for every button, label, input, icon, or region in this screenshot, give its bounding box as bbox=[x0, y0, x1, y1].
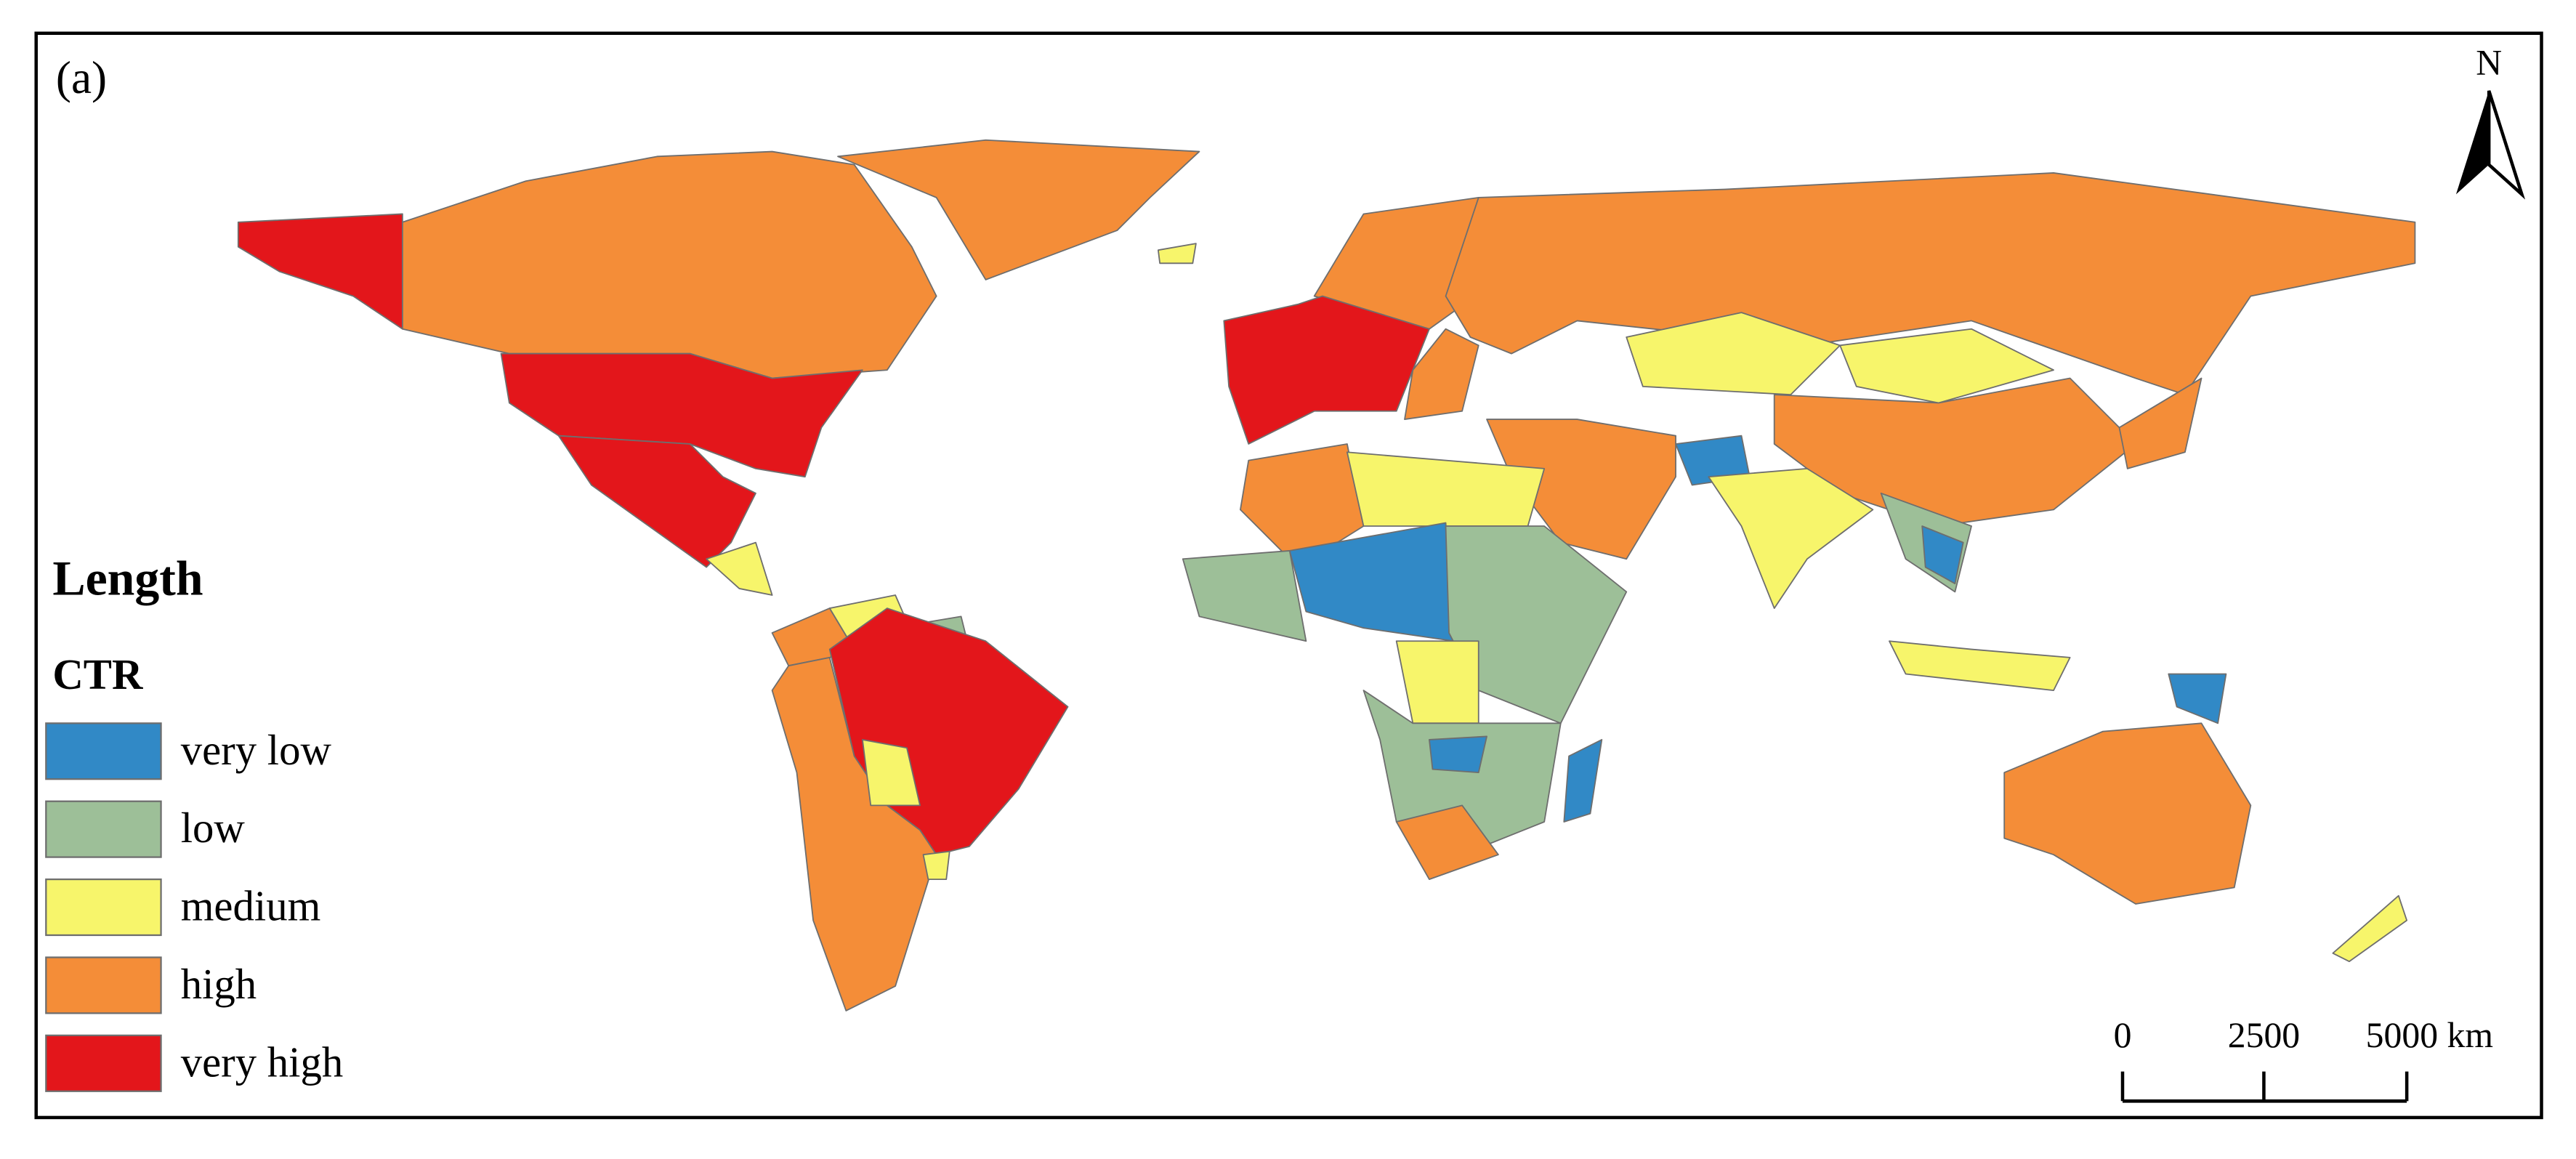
legend-label: very high bbox=[181, 1038, 344, 1086]
legend-swatch bbox=[45, 1034, 162, 1092]
country bbox=[862, 739, 921, 807]
countries bbox=[237, 139, 2416, 1011]
legend-swatch bbox=[45, 722, 162, 780]
legend-label: very low bbox=[181, 727, 332, 774]
country bbox=[1404, 328, 1479, 420]
scale-label: 5000 km bbox=[2366, 1015, 2493, 1055]
country bbox=[1626, 312, 1841, 396]
country bbox=[837, 139, 1200, 280]
legend-title: Length bbox=[52, 552, 203, 606]
country bbox=[2168, 673, 2227, 724]
country bbox=[1921, 525, 1964, 585]
country bbox=[1223, 295, 1430, 445]
country bbox=[2118, 377, 2202, 469]
north-arrow bbox=[2487, 90, 2526, 200]
country bbox=[1288, 522, 1455, 642]
country bbox=[500, 352, 863, 478]
country bbox=[1362, 690, 1562, 856]
legend-label: medium bbox=[181, 883, 321, 930]
country bbox=[2332, 895, 2408, 963]
scale-bar: 0 2500 5000 km bbox=[2114, 1015, 2493, 1103]
country bbox=[1157, 243, 1197, 264]
country bbox=[706, 541, 773, 596]
country bbox=[1839, 328, 2054, 404]
legend-label: low bbox=[181, 804, 246, 852]
country bbox=[922, 850, 950, 881]
scale-label: 2500 bbox=[2228, 1015, 2300, 1055]
country bbox=[1182, 550, 1307, 642]
country bbox=[1889, 640, 2071, 692]
country bbox=[237, 213, 403, 330]
country bbox=[2003, 722, 2252, 905]
country bbox=[1429, 735, 1487, 774]
scale-label: 0 bbox=[2114, 1015, 2132, 1055]
legend-subtitle: CTR bbox=[52, 651, 143, 698]
country bbox=[1563, 739, 1603, 823]
legend-swatch bbox=[45, 956, 162, 1014]
country bbox=[1395, 804, 1499, 881]
legend: very low low medium high very high bbox=[45, 722, 344, 1092]
country bbox=[557, 435, 756, 568]
country bbox=[1773, 377, 2136, 527]
legend-swatch bbox=[45, 878, 162, 937]
north-label: N bbox=[2476, 42, 2502, 82]
panel-label: (a) bbox=[56, 52, 107, 103]
country bbox=[1708, 467, 1874, 609]
legend-label: high bbox=[181, 961, 257, 1008]
legend-swatch bbox=[45, 800, 162, 858]
